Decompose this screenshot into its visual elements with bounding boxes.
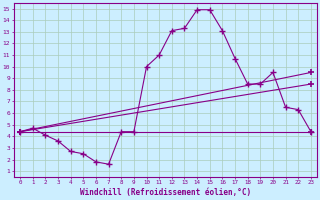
X-axis label: Windchill (Refroidissement éolien,°C): Windchill (Refroidissement éolien,°C): [80, 188, 251, 197]
